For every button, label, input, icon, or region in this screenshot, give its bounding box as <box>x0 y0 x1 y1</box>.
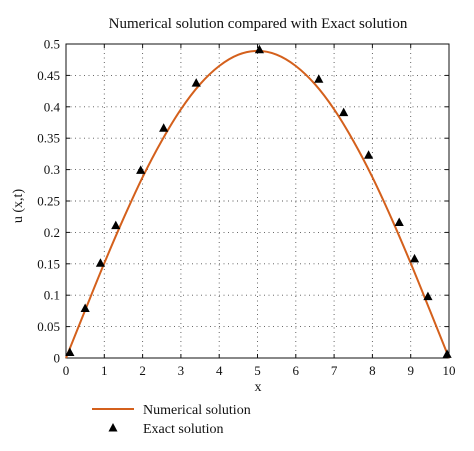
y-tick-label: 0.05 <box>37 319 60 334</box>
y-tick-label: 0.2 <box>44 225 60 240</box>
legend: Numerical solution Exact solution <box>92 403 251 437</box>
legend-label-exact: Exact solution <box>143 422 224 437</box>
y-tick-label: 0 <box>54 351 61 366</box>
y-tick-labels: 0 0.05 0.1 0.15 0.2 0.25 0.3 0.35 0.4 0.45 0.5 <box>37 37 60 366</box>
y-axis-label: u (x,t) <box>11 189 26 224</box>
x-tick-label: 3 <box>178 363 185 378</box>
y-tick-label: 0.15 <box>37 256 60 271</box>
chart-title: Numerical solution compared with Exact s… <box>109 16 408 32</box>
x-tick-label: 4 <box>216 363 223 378</box>
legend-label-numerical: Numerical solution <box>143 403 251 418</box>
plot-frame <box>65 43 450 359</box>
x-tick-label: 8 <box>369 363 376 378</box>
exact-solution-point <box>80 303 90 313</box>
x-tick-label: 0 <box>63 363 70 378</box>
y-tick-label: 0.1 <box>44 288 60 303</box>
x-tick-label: 9 <box>407 363 414 378</box>
y-tick-label: 0.25 <box>37 194 60 209</box>
exact-solution-point <box>394 217 404 226</box>
exact-solution-point <box>111 220 121 230</box>
exact-solution-point <box>363 150 374 159</box>
y-tick-label: 0.4 <box>44 99 61 114</box>
numerical-solution-line <box>65 49 450 359</box>
exact-solution-point <box>409 253 420 263</box>
x-tick-label: 7 <box>331 363 338 378</box>
exact-solution-point <box>423 291 433 301</box>
exact-solution-point <box>254 44 265 54</box>
x-tick-label: 1 <box>101 363 108 378</box>
exact-solution-point <box>136 165 146 174</box>
series <box>65 44 452 359</box>
exact-solution-point <box>65 347 75 356</box>
legend-triangle-marker <box>108 423 118 432</box>
x-tick-labels: 0 1 2 3 4 5 6 7 8 9 10 <box>63 363 456 378</box>
x-tick-label: 2 <box>139 363 146 378</box>
x-axis-label: x <box>255 380 262 395</box>
grid <box>66 44 449 358</box>
exact-solution-point <box>339 107 349 117</box>
exact-solution-point <box>95 258 106 267</box>
x-tick-label: 5 <box>254 363 261 378</box>
y-tick-label: 0.35 <box>37 131 60 146</box>
x-tick-label: 10 <box>443 363 456 378</box>
exact-solution-point <box>314 74 324 83</box>
exact-solution-point <box>442 349 452 358</box>
y-tick-label: 0.3 <box>44 162 60 177</box>
x-tick-label: 6 <box>293 363 300 378</box>
exact-solution-point <box>191 78 201 87</box>
ticks <box>65 43 450 359</box>
y-tick-label: 0.5 <box>44 37 60 52</box>
y-tick-label: 0.45 <box>37 68 60 83</box>
exact-solution-point <box>159 123 169 132</box>
